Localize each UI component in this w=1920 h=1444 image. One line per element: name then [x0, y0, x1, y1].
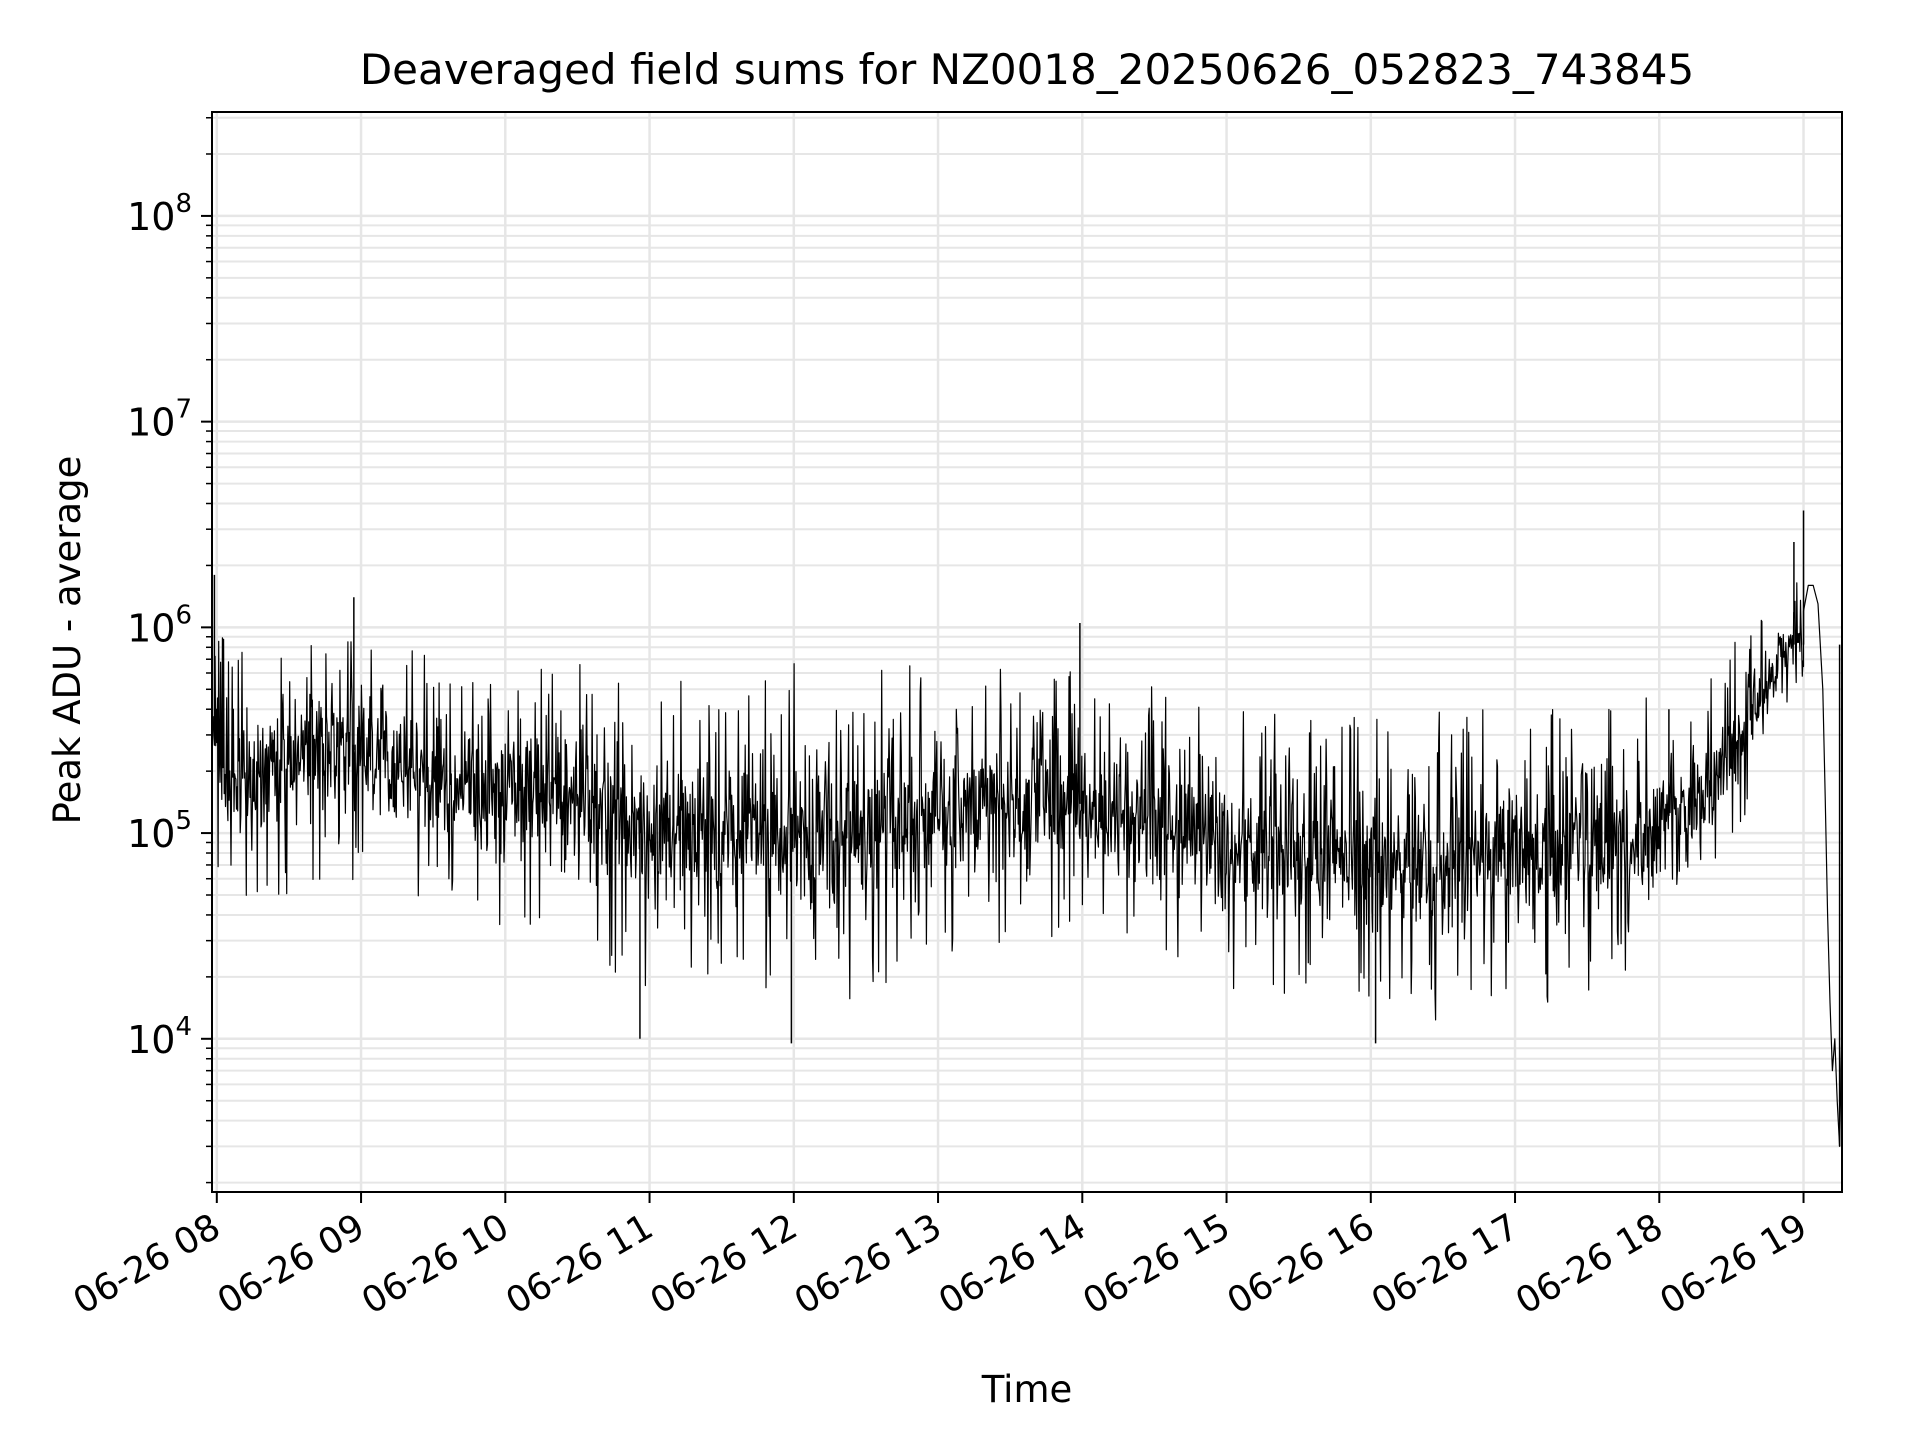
- y-tick-label: 106: [127, 600, 192, 650]
- y-tick-label: 104: [127, 1012, 192, 1062]
- series-layer: [211, 510, 1843, 1147]
- chart-title: Deaveraged field sums for NZ0018_2025062…: [360, 45, 1694, 94]
- y-tick-label: 107: [127, 395, 192, 445]
- series-line: [211, 582, 1843, 1147]
- y-axis-label: Peak ADU - average: [46, 456, 89, 825]
- x-axis-label: Time: [981, 1368, 1073, 1411]
- y-tick-label: 105: [127, 806, 192, 856]
- y-tick-label: 108: [127, 189, 192, 239]
- plot-frame: [211, 111, 1843, 1193]
